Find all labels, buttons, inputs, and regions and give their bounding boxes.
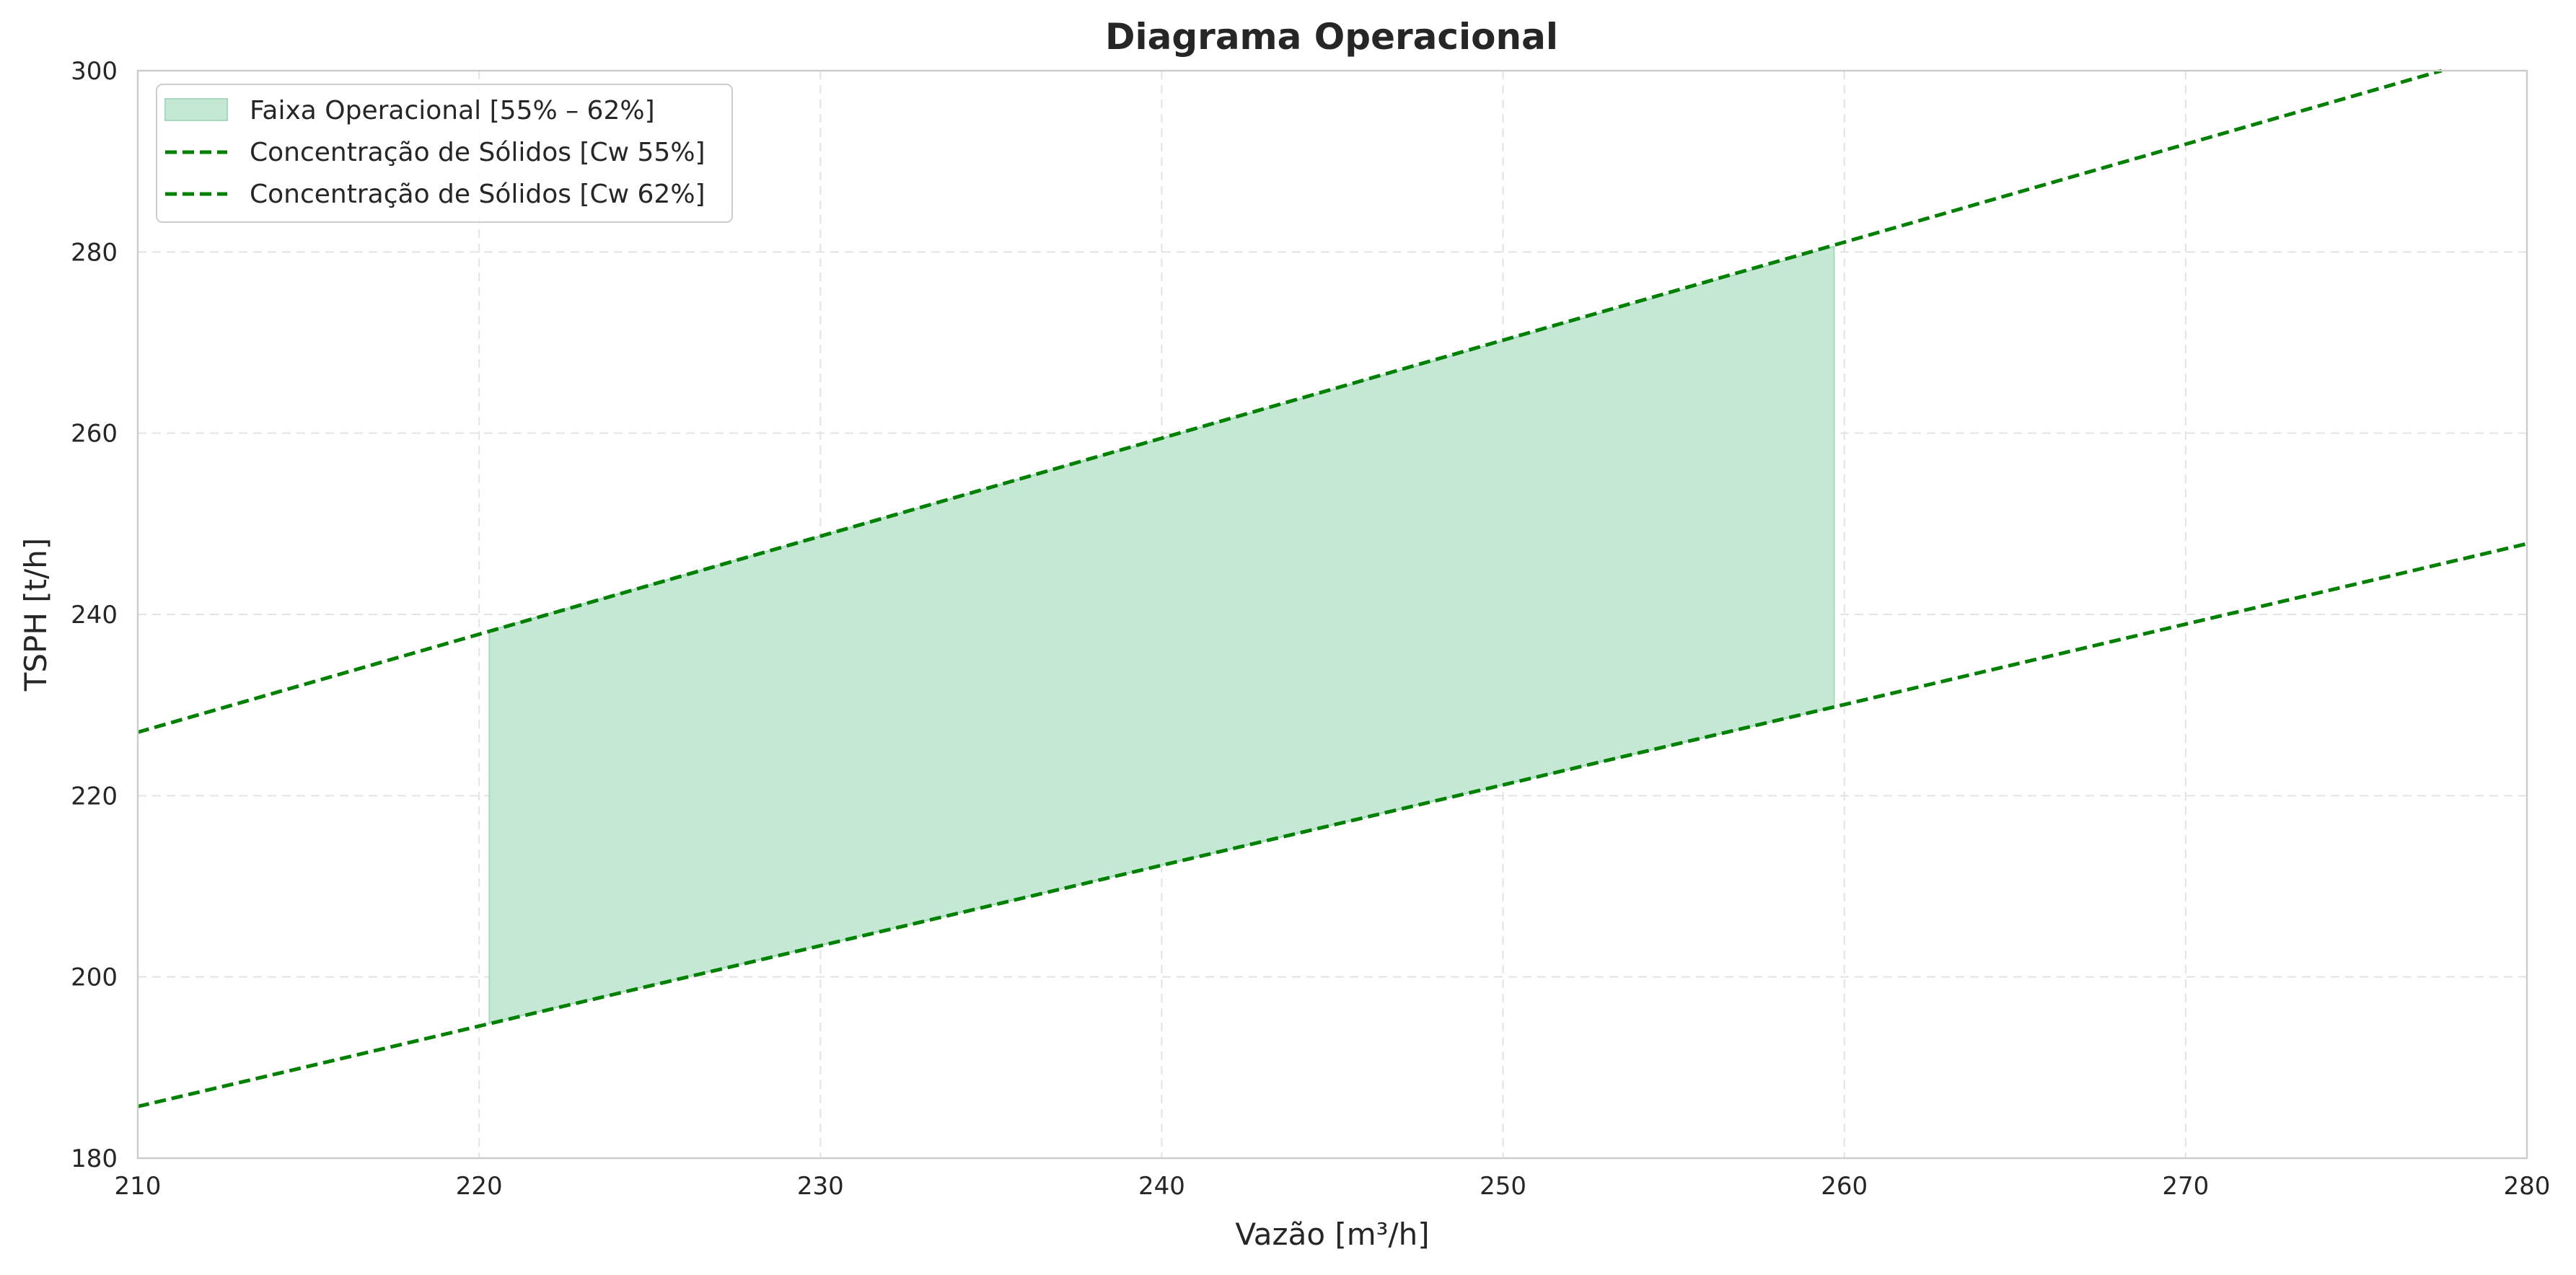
legend-swatch-fill-region <box>164 98 228 121</box>
plot-frame <box>136 69 2528 1160</box>
y-tick-label-3: 240 <box>71 601 118 630</box>
x-tick-label-7: 280 <box>2504 1172 2551 1201</box>
legend-label-series-1: Concentração de Sólidos [Cw 62%] <box>250 180 705 209</box>
y-tick-label-0: 180 <box>71 1144 118 1173</box>
x-tick-label-2: 230 <box>797 1172 844 1201</box>
x-axis-label: Vazão [m³/h] <box>1235 1217 1429 1252</box>
chart-title: Diagrama Operacional <box>1105 16 1558 58</box>
x-tick-label-4: 250 <box>1480 1172 1526 1201</box>
y-tick-labels: 180 200 220 240 260 280 300 <box>71 57 118 1173</box>
series-layer <box>137 69 2528 1108</box>
y-axis-label: TSPH [t/h] <box>18 538 53 692</box>
legend-label-series-0: Concentração de Sólidos [Cw 55%] <box>250 138 705 167</box>
y-tick-label-5: 280 <box>71 238 118 267</box>
x-tick-label-5: 260 <box>1821 1172 1868 1201</box>
legend-label-fill-region: Faixa Operacional [55% – 62%] <box>250 96 655 125</box>
legend: Faixa Operacional [55% – 62%] Concentraç… <box>156 84 733 223</box>
x-tick-label-0: 210 <box>115 1172 162 1201</box>
y-tick-label-1: 200 <box>71 963 118 992</box>
x-tick-labels: 210 220 230 240 250 260 270 280 <box>115 1172 2551 1201</box>
y-tick-label-6: 300 <box>71 57 118 86</box>
x-tick-label-1: 220 <box>456 1172 503 1201</box>
y-tick-label-2: 220 <box>71 782 118 811</box>
legend-box <box>156 84 733 223</box>
x-tick-label-6: 270 <box>2162 1172 2209 1201</box>
y-tick-label-4: 260 <box>71 420 118 449</box>
x-tick-label-3: 240 <box>1138 1172 1185 1201</box>
series-line-1 <box>137 69 2443 734</box>
series-line-0 <box>137 542 2528 1108</box>
